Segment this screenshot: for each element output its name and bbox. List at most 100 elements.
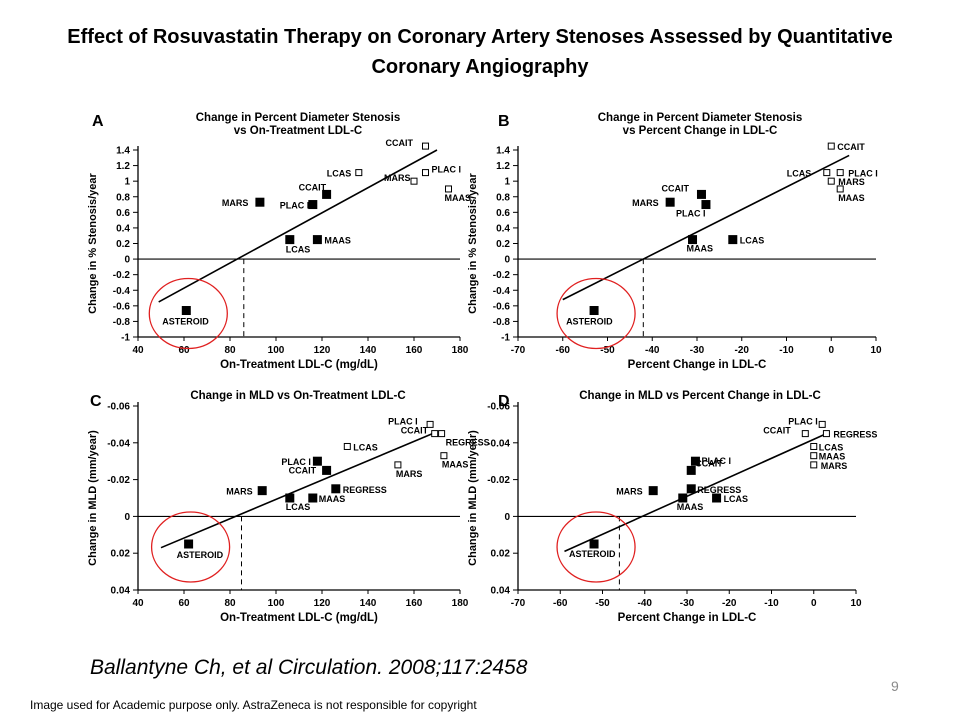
data-point-filled [257,486,267,496]
y-tick-label: 0.4 [496,223,510,234]
x-tick-label: -30 [690,345,705,356]
y-tick-label: 0.4 [116,223,130,234]
point-label: MARS [396,469,423,479]
x-tick-label: -30 [680,598,695,609]
chart-title: vs On-Treatment LDL-C [234,125,362,137]
point-label: MAAS [838,193,865,203]
point-label: MARS [838,177,865,187]
point-label: ASTEROID [566,317,613,327]
page-number: 9 [891,678,899,694]
data-point-filled [322,465,332,475]
data-point-open [810,452,818,460]
y-tick-label: -0.6 [493,301,511,312]
x-tick-label: 120 [314,345,331,356]
panel-letter: D [498,393,510,410]
y-tick-label: -0.8 [493,317,511,328]
data-point-filled [686,465,696,475]
x-tick-label: -70 [511,345,526,356]
y-tick-label: -0.06 [487,402,510,413]
data-point-open [422,169,429,177]
x-tick-label: 100 [268,598,285,609]
data-point-open [827,142,835,150]
point-label: CCAIT [837,142,865,152]
y-tick-label: 0.8 [116,192,130,203]
panel-letter: B [498,113,510,130]
data-point-filled [696,189,706,199]
point-label: PLAC I [676,209,706,219]
point-label: CCAIT [695,458,723,468]
y-tick-label: 0.8 [496,192,510,203]
slide-title: Effect of Rosuvastatin Therapy on Corona… [40,22,920,82]
y-tick-label: 0.04 [491,586,511,597]
y-tick-label: 0.2 [116,239,130,250]
data-point-filled [308,200,318,210]
x-tick-label: -40 [638,598,653,609]
x-tick-label: -50 [595,598,610,609]
x-tick-label: -60 [553,598,568,609]
point-label: MARS [616,487,643,497]
data-point-filled [648,486,658,496]
data-point-filled [589,539,599,549]
data-point-filled [712,493,722,503]
data-point-filled [701,200,711,210]
y-tick-label: -0.2 [113,270,131,281]
x-tick-label: -10 [764,598,779,609]
y-tick-label: -0.02 [107,475,130,486]
point-label: CCAIT [289,465,317,475]
y-tick-label: 0 [124,255,130,266]
y-tick-label: -1 [501,333,510,344]
x-tick-label: 100 [268,345,285,356]
data-point-open [410,177,418,185]
point-label: PLAC I [280,201,310,211]
y-tick-label: -0.04 [487,438,510,449]
y-tick-label: 1.4 [116,146,130,157]
y-tick-label: 0.02 [111,549,131,560]
data-point-filled [665,197,675,207]
point-label: MARS [384,173,411,183]
point-label: PLAC I [432,165,462,175]
y-axis-label: Change in MLD (mm/year) [87,430,99,566]
point-label: MAAS [819,452,846,462]
chart-panel-c: C Change in MLD vs On-Treatment LDL-C -0.0… [87,390,490,624]
x-tick-label: 80 [224,598,236,609]
data-point-open [810,461,818,469]
y-tick-label: -0.8 [113,317,131,328]
highlight-circle [556,511,636,583]
x-tick-label: 10 [850,598,862,609]
y-axis-label: Change in % Stenosis/year [87,172,99,313]
x-tick-label: 0 [811,598,817,609]
point-label: ASTEROID [162,317,209,327]
x-tick-label: 140 [360,345,377,356]
x-tick-label: 10 [870,345,882,356]
x-tick-label: 40 [132,598,144,609]
panel-letter: C [90,393,102,410]
data-point-open [445,185,452,193]
data-point-filled [686,484,696,494]
chart-title: Change in MLD vs Percent Change in LDL-C [579,390,821,402]
y-tick-label: -0.04 [107,438,130,449]
data-point-open [823,169,831,177]
point-label: MARS [821,461,848,471]
y-axis-label: Change in % Stenosis/year [467,172,479,313]
y-tick-label: -0.02 [487,475,510,486]
highlight-circle [150,511,231,583]
point-label: LCAS [353,442,378,452]
point-label: PLAC I [848,169,878,179]
point-label: MARS [632,198,659,208]
data-point-open [438,430,446,438]
y-tick-label: -0.4 [493,286,511,297]
point-label: ASTEROID [569,549,616,559]
point-label: PLAC I [701,456,731,466]
chart-title: Change in Percent Diameter Stenosis [598,112,803,124]
slide-title-line-1: Effect of Rosuvastatin Therapy on Corona… [67,26,893,48]
data-point-open [394,461,402,469]
regression-line [160,431,438,549]
highlight-circle [556,277,636,350]
data-point-open [801,430,809,438]
y-tick-label: 1.2 [116,161,130,172]
regression-line [158,149,438,303]
point-label: PLAC I [388,416,418,426]
slide-title-line-2: Coronary Angiography [371,56,589,78]
